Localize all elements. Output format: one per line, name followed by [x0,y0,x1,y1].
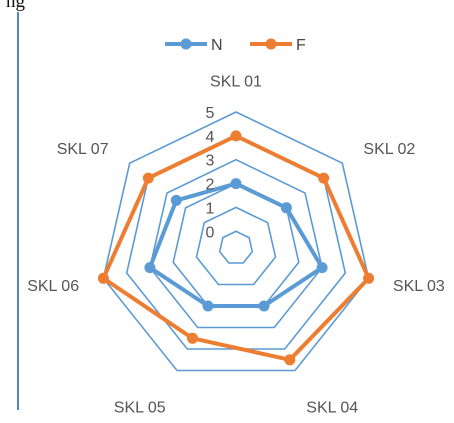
chart-frame-left-border [17,12,19,410]
legend-marker-N [180,38,192,50]
grid-layer [102,111,370,372]
tick-label-2: 2 [206,177,215,194]
tick-label-layer: 0 1 2 3 4 5 [206,105,215,241]
point-F-skl03 [363,272,375,284]
point-F-skl01 [230,130,242,142]
axis-label-skl07: SKL 07 [57,141,109,158]
series-line-N [147,181,325,308]
point-F-skl05 [187,332,198,344]
series-layer [97,130,375,366]
point-N-skl01 [230,178,242,190]
axis-label-skl04: SKL 04 [306,400,358,417]
grid-ring-2 [172,182,300,307]
axis-label-skl06: SKL 06 [27,278,79,295]
axis-label-skl03: SKL 03 [393,278,445,295]
axis-label-skl01: SKL 01 [210,73,262,90]
grid-ring-5 [102,111,370,372]
tick-label-0: 0 [206,224,215,241]
point-F-skl06 [97,272,109,284]
point-N-skl07 [170,194,182,206]
point-N-skl05 [202,300,214,312]
grid-ring-1 [195,206,277,286]
legend-label-F: F [296,37,306,54]
grid-ring-3 [149,158,323,329]
grid-ring-0 [218,230,254,264]
tick-label-3: 3 [206,153,215,170]
point-F-skl04 [284,354,296,366]
series-line-F [101,133,371,362]
cropped-caption-text: ng [6,0,25,12]
axis-label-layer: SKL 01 SKL 02 SKL 03 SKL 04 SKL 05 SKL 06 SKL … [27,73,445,416]
tick-label-5: 5 [206,105,215,122]
axis-label-skl02: SKL 02 [363,141,415,158]
point-N-skl03 [316,262,328,274]
point-N-skl04 [258,300,270,312]
legend-marker-F [265,38,277,50]
legend-label-N: N [211,37,223,54]
tick-label-1: 1 [206,200,215,217]
point-F-skl02 [318,172,330,184]
axis-label-skl05: SKL 05 [114,400,166,417]
point-N-skl02 [280,202,292,214]
point-F-skl07 [142,172,154,184]
point-N-skl06 [144,262,156,274]
tick-label-4: 4 [206,129,215,146]
